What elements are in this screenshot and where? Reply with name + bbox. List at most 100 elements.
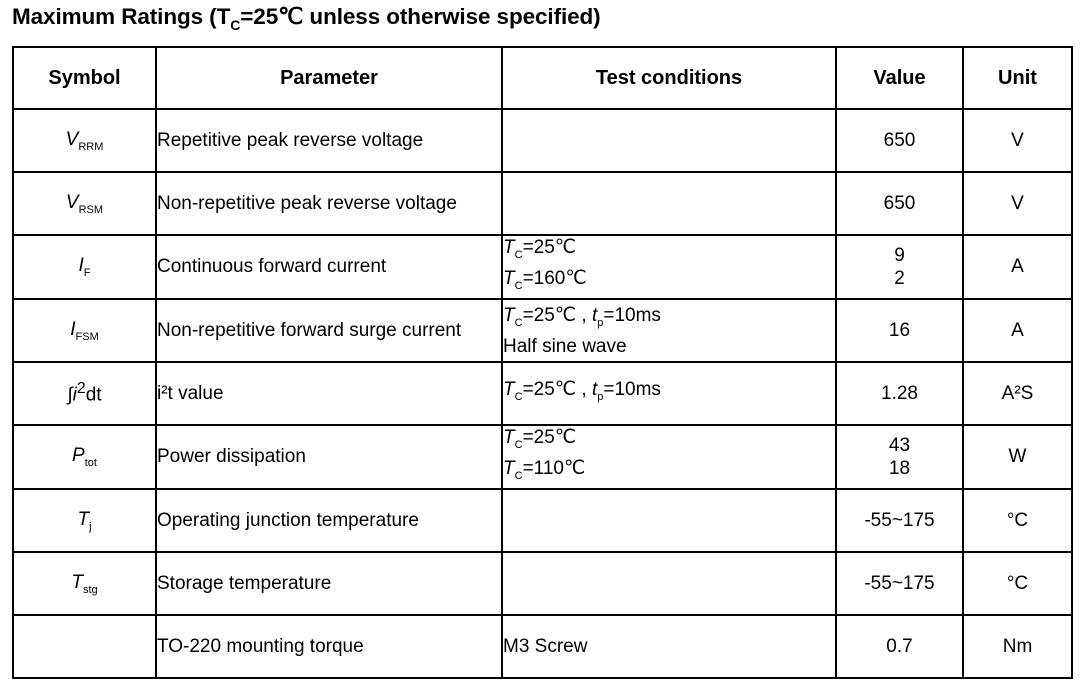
- conditions-cell: M3 Screw: [501, 614, 837, 679]
- symbol-main: P: [72, 445, 85, 466]
- condition-line: TC=160℃: [503, 267, 835, 298]
- symbol-prefix: ∫: [67, 384, 73, 406]
- condition-value: =25℃: [522, 237, 577, 258]
- value-line: 650: [883, 193, 916, 214]
- unit-cell: V: [962, 171, 1073, 236]
- maximum-ratings-table: Symbol Parameter Test conditions Value U…: [12, 46, 1073, 679]
- title-suffix: =25℃ unless otherwise specified): [240, 4, 601, 29]
- table-row: VRRM Repetitive peak reverse voltage 650 V: [12, 108, 1073, 173]
- condition-value: =160℃: [522, 268, 587, 289]
- value-cell: 1.28: [835, 361, 964, 426]
- header-test-conditions: Test conditions: [501, 46, 837, 110]
- value-line: 2: [894, 268, 905, 289]
- value-cell: -55~175: [835, 488, 964, 553]
- unit-cell: Nm: [962, 614, 1073, 679]
- conditions-cell: [501, 488, 837, 553]
- value-cell: 43 18: [835, 424, 964, 490]
- parameter-cell: Continuous forward current: [155, 234, 503, 300]
- symbol-subscript: FSM: [75, 330, 99, 343]
- unit-cell: A: [962, 298, 1073, 363]
- symbol-subscript: stg: [82, 583, 98, 596]
- title-subscript: C: [230, 17, 241, 33]
- condition-variable: T: [503, 379, 515, 400]
- value-line: 650: [883, 130, 916, 151]
- conditions-cell: [501, 171, 837, 236]
- value-cell: 650: [835, 171, 964, 236]
- unit-cell: A: [962, 234, 1073, 300]
- conditions-cell: TC=25℃ TC=160℃: [501, 234, 837, 300]
- condition-variable: T: [503, 268, 515, 289]
- condition-text: M3 Screw: [503, 636, 588, 657]
- condition-line: TC=25℃: [503, 236, 835, 267]
- symbol-subscript: RRM: [78, 140, 104, 153]
- symbol-suffix: dt: [85, 384, 102, 406]
- value-cell: 650: [835, 108, 964, 173]
- condition-value: =25℃ ,: [522, 379, 592, 400]
- conditions-cell: TC=25℃ , tp=10ms: [501, 361, 837, 426]
- condition-subscript: p: [597, 316, 604, 329]
- unit-cell: °C: [962, 551, 1073, 616]
- symbol-subscript: F: [83, 267, 91, 279]
- condition-value: =25℃: [522, 427, 577, 448]
- condition-line: TC=25℃ , tp=10ms: [503, 304, 835, 335]
- conditions-cell: [501, 108, 837, 173]
- condition-subscript: C: [514, 439, 523, 451]
- condition-value: =25℃ ,: [522, 304, 592, 326]
- condition-variable: t: [591, 379, 598, 400]
- value-line: -55~175: [864, 573, 935, 594]
- value-cell: 16: [835, 298, 964, 363]
- symbol-main: T: [71, 571, 83, 593]
- conditions-cell: TC=25℃ , tp=10ms Half sine wave: [501, 298, 837, 363]
- title-prefix: Maximum Ratings (T: [12, 4, 231, 29]
- symbol-cell: IFSM: [12, 298, 157, 363]
- symbol-main: i: [72, 384, 77, 406]
- condition-value: =10ms: [603, 379, 661, 400]
- table-row: IFSM Non-repetitive forward surge current…: [12, 298, 1073, 363]
- condition-variable: t: [591, 304, 598, 326]
- condition-line: Half sine wave: [503, 335, 835, 358]
- value-line: 1.28: [881, 383, 918, 404]
- condition-variable: T: [503, 427, 515, 448]
- symbol-superscript: 2: [76, 380, 86, 398]
- header-value: Value: [835, 46, 964, 110]
- symbol-subscript: j: [89, 520, 92, 533]
- unit-cell: A²S: [962, 361, 1073, 426]
- parameter-cell: Operating junction temperature: [155, 488, 503, 553]
- condition-line: TC=25℃ , tp=10ms: [503, 378, 835, 409]
- table-row: Tstg Storage temperature -55~175 °C: [12, 551, 1073, 616]
- symbol-cell: Tstg: [12, 551, 157, 616]
- table-row: IF Continuous forward current TC=25℃ TC=160…: [12, 234, 1073, 300]
- conditions-cell: TC=25℃ TC=110℃: [501, 424, 837, 490]
- header-unit: Unit: [962, 46, 1073, 110]
- table-body: VRRM Repetitive peak reverse voltage 650 V V…: [12, 108, 1073, 679]
- symbol-main: T: [77, 508, 90, 530]
- symbol-cell: VRSM: [12, 171, 157, 236]
- value-line: 43: [888, 435, 911, 456]
- unit-cell: °C: [962, 488, 1073, 553]
- table-row: VRSM Non-repetitive peak reverse voltage 6…: [12, 171, 1073, 236]
- header-parameter: Parameter: [155, 46, 503, 110]
- parameter-cell: i²t value: [155, 361, 503, 426]
- condition-subscript: p: [597, 391, 604, 403]
- parameter-cell: Power dissipation: [155, 424, 503, 490]
- unit-cell: W: [962, 424, 1073, 490]
- condition-text: Half sine wave: [503, 335, 627, 357]
- condition-line: TC=110℃: [503, 457, 835, 488]
- symbol-cell: [12, 614, 157, 679]
- parameter-cell: TO-220 mounting torque: [155, 614, 503, 679]
- table-row: Ptot Power dissipation TC=25℃ TC=110℃ 43 18 W: [12, 424, 1073, 490]
- parameter-cell: Non-repetitive peak reverse voltage: [155, 171, 503, 236]
- symbol-main: I: [70, 318, 76, 340]
- condition-variable: T: [503, 458, 515, 479]
- symbol-cell: IF: [12, 234, 157, 300]
- parameter-cell: Storage temperature: [155, 551, 503, 616]
- condition-subscript: C: [514, 470, 523, 482]
- unit-cell: V: [962, 108, 1073, 173]
- symbol-subscript: tot: [84, 457, 97, 469]
- condition-line: TC=25℃: [503, 426, 835, 457]
- symbol-cell: VRRM: [12, 108, 157, 173]
- value-line: -55~175: [864, 510, 935, 531]
- parameter-cell: Repetitive peak reverse voltage: [155, 108, 503, 173]
- condition-line: M3 Screw: [503, 635, 835, 658]
